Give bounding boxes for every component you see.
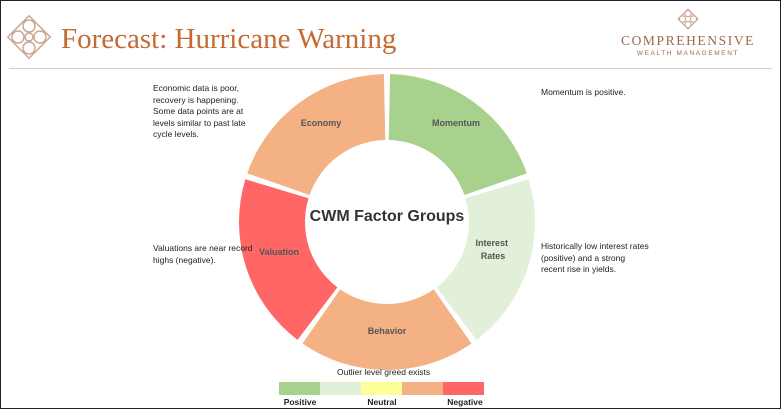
legend-swatch-positive <box>279 382 320 395</box>
brand-mark-icon <box>677 8 699 30</box>
segment-economy <box>247 74 386 196</box>
segment-label-economy: Economy <box>301 118 342 128</box>
legend-swatch-neutral-negative <box>402 382 443 395</box>
note-valuation: Valuations are near record highs (negati… <box>153 243 253 265</box>
legend-label-neutral: Neutral <box>367 397 397 407</box>
legend-labels: Positive Neutral Negative <box>279 395 487 408</box>
segment-valuation <box>239 179 338 340</box>
legend-swatch-positive-neutral <box>320 382 361 395</box>
title-divider <box>9 68 772 69</box>
legend-swatch-negative <box>443 382 484 395</box>
page-title: Forecast: Hurricane Warning <box>61 23 397 55</box>
segment-label-interest-rates: Interest Rates <box>475 238 510 261</box>
segment-interest-rates <box>436 179 535 340</box>
segment-label-behavior: Behavior <box>368 326 407 336</box>
note-interest-rates: Historically low interest rates (positiv… <box>541 241 649 274</box>
legend-color-scale <box>279 382 487 395</box>
segment-behavior <box>302 289 472 370</box>
note-economy: Economic data is poor, recovery is happe… <box>153 83 246 139</box>
legend-label-negative: Negative <box>447 397 483 407</box>
note-momentum: Momentum is positive. <box>541 87 626 97</box>
legend-label-positive: Positive <box>283 397 317 407</box>
note-behavior: Outlier level greed exists <box>337 367 431 377</box>
legend-swatch-neutral <box>361 382 402 395</box>
segment-label-valuation: Valuation <box>259 247 299 257</box>
brand-name: COMPREHENSIVE <box>620 33 756 48</box>
center-label: CWM Factor Groups <box>310 208 465 225</box>
brand-logo: COMPREHENSIVE WEALTH MANAGEMENT <box>618 6 758 57</box>
company-logo-icon <box>6 14 52 60</box>
status-legend: Positive Neutral Negative <box>279 382 487 408</box>
brand-subtitle: WEALTH MANAGEMENT <box>636 50 740 57</box>
segment-label-momentum: Momentum <box>432 118 480 128</box>
segment-momentum <box>388 74 527 196</box>
